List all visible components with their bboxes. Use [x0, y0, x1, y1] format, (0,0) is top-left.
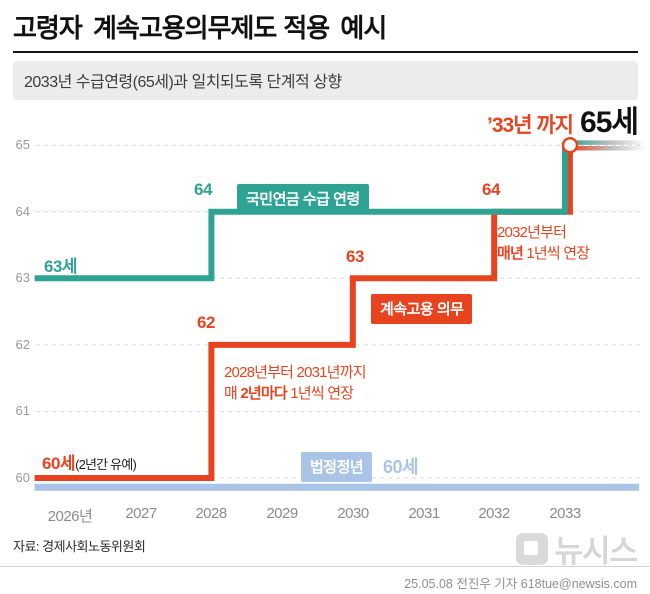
callout-value: 65세: [580, 106, 639, 139]
note-2028-line2-post: 1년씩 연장: [286, 385, 354, 402]
newsis-wordmark: 뉴시스: [554, 534, 638, 569]
y-axis-label-60: 60: [15, 470, 30, 485]
x-axis-label-2026: 2026년: [47, 508, 93, 525]
header: 고령자 계속고용의무제도 적용 예시 2033년 수급연령(65세)과 일치되도록…: [0, 0, 650, 101]
title-rule: [13, 51, 638, 54]
x-axis-label-2031: 2031: [408, 505, 440, 522]
y-axis-label-65: 65: [15, 137, 30, 152]
y-axis-label-64: 64: [15, 204, 30, 219]
pension-series-badge: 국민연금 수급 연령: [237, 184, 369, 214]
note-2028-line1: 2028년부터 2031년까지: [224, 364, 367, 381]
y-axis-label-62: 62: [15, 337, 30, 352]
footer-divider: [0, 566, 650, 567]
x-axis-label-2027: 2027: [125, 505, 157, 522]
note-2032-line2-strong: 매년: [497, 245, 524, 262]
callout-prefix: ’33년 까지: [487, 114, 574, 137]
employment-step-63-label: 63: [346, 247, 364, 266]
credit-text: 25.05.08 전진우 기자 618tue@newsis.com: [404, 577, 637, 591]
retirement-badge: 법정정년: [301, 452, 373, 482]
note-2032-line2: 매년 1년씩 연장: [497, 243, 590, 264]
page-title-main: 고령자 계속고용의무제도: [13, 13, 277, 43]
employment-step-64-label: 64: [482, 180, 500, 199]
subtitle-bar: 2033년 수급연령(65세)과 일치되도록 단계적 상향: [13, 61, 638, 101]
note-2032: 2032년부터 매년 1년씩 연장: [497, 222, 590, 264]
employment-start-note: (2년간 유예): [75, 457, 137, 472]
note-2028-line2: 매 2년마다 1년씩 연장: [224, 383, 366, 404]
employment-start-age: 60세: [42, 454, 76, 473]
employment-series-badge: 계속고용 의무: [371, 294, 473, 324]
note-2028-line2-pre: 매: [224, 385, 241, 402]
x-axis-label-2030: 2030: [337, 505, 369, 522]
x-axis-label-2028: 2028: [195, 505, 227, 522]
y-axis-label-61: 61: [15, 403, 30, 418]
newsis-watermark: 뉴시스: [516, 526, 638, 571]
note-2028: 2028년부터 2031년까지 매 2년마다 1년씩 연장: [224, 362, 367, 404]
page-title: 고령자 계속고용의무제도 적용 예시: [13, 13, 638, 44]
x-axis-label-2032: 2032: [478, 505, 510, 522]
callout-2033: ’33년 까지 65세: [487, 97, 639, 141]
x-axis-label-2029: 2029: [266, 505, 298, 522]
newsis-logo-icon: [516, 532, 549, 565]
note-2032-line1: 2032년부터: [497, 224, 567, 241]
page-title-sub: 적용 예시: [283, 13, 387, 43]
x-axis-label-2033: 2033: [549, 505, 581, 522]
pension-step-64-label: 64: [194, 180, 212, 199]
employment-start-label: 60세(2년간 유예): [42, 449, 137, 474]
note-2032-line2-post: 1년씩 연장: [523, 245, 590, 262]
note-2028-line2-strong: 2년마다: [240, 385, 287, 402]
retirement-value-label: 60세: [383, 457, 419, 477]
y-axis-label-63: 63: [15, 270, 30, 285]
employment-step-62-label: 62: [197, 313, 215, 332]
pension-start-label: 63세: [44, 257, 78, 276]
source-text: 자료: 경제사회노동위원회: [13, 539, 146, 554]
